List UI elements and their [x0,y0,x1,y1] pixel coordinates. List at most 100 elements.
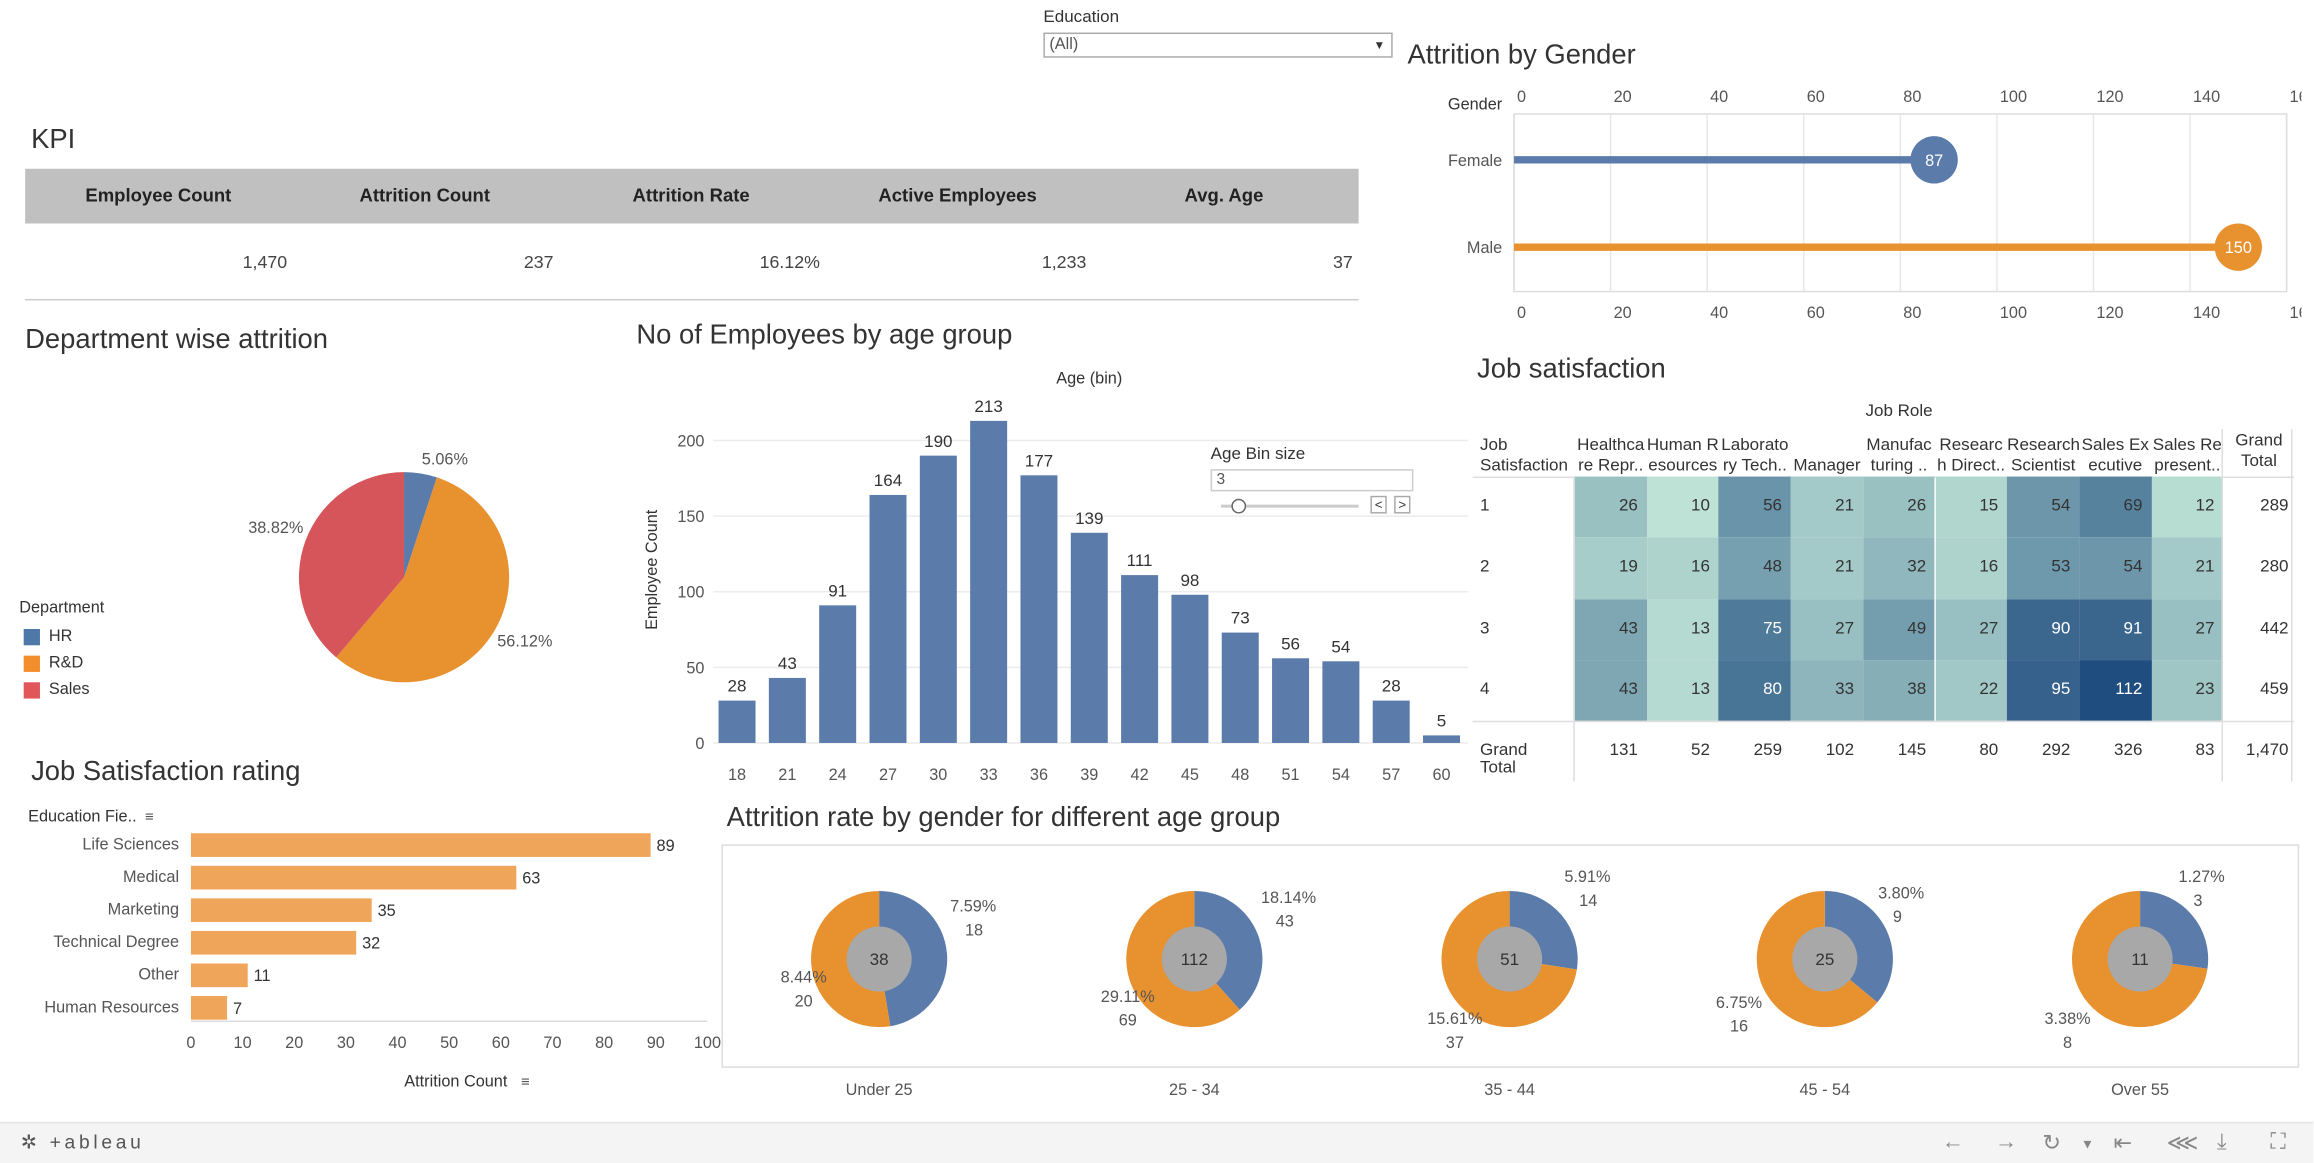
edu-x-tick-label: 50 [440,1034,458,1052]
x-tick-label-bottom: 120 [2096,304,2123,322]
age-bar [919,455,957,743]
age-bar [1121,575,1159,743]
age-bar-value-label: 56 [1281,634,1300,653]
divider [2221,429,2224,782]
donut-orange-count: 69 [1119,1012,1137,1030]
age-bar [1372,700,1410,743]
heatmap-cell: 27 [2151,598,2224,660]
age-bar-value-label: 98 [1180,571,1199,590]
age-bin-next-button[interactable]: > [1394,495,1411,514]
lollipop-value-label: 87 [1925,152,1943,170]
heatmap-row-label: 2 [1480,558,1490,577]
heatmap-column-header: turing .. [1870,457,1928,476]
donut-orange-pct: 15.61% [1427,1010,1482,1028]
redo-icon[interactable]: → [1995,1129,2018,1155]
pie-slice-label: 5.06% [422,451,468,469]
heatmap-column-group: Job Role [1865,402,1933,421]
heatmap-grand-total: 1,470 [2245,741,2289,760]
donut-orange-count: 16 [1730,1018,1748,1036]
heatmap-cell: 27 [1790,598,1863,660]
edu-category-label: Human Resources [44,998,179,1016]
x-tick-label-bottom: 40 [1710,304,1728,322]
age-x-tick-label: 36 [1030,766,1048,784]
gender-lollipop-chart: Gender 0 0 20 20 40 40 60 60 80 80 100 100 120 120 140 1… [1448,88,2301,322]
donut-hole [1477,926,1543,992]
share-icon[interactable]: ⋘ [2166,1130,2199,1156]
revert-icon[interactable]: ↻ [2042,1130,2062,1156]
age-bar-value-label: 91 [828,581,847,600]
age-bar [1070,532,1108,743]
age-bar [819,605,857,743]
age-bin-slider-track[interactable] [1221,504,1359,508]
legend-item-hr[interactable]: HR [48,627,73,646]
edu-x-axis-title: Attrition Count [404,1072,508,1090]
heatmap-cell: 32 [1863,537,1936,599]
age-x-tick-label: 24 [829,766,847,784]
heatmap-column-header: Scientist [2011,457,2076,476]
age-bar [1272,658,1310,743]
divider [25,298,1359,301]
kpi-header: Active Employees [878,185,1037,206]
donut-slice-blue [1824,890,1893,1003]
divider [1573,476,1575,782]
edu-category-label: Medical [123,868,179,886]
heatmap-row-label: 1 [1480,497,1490,516]
legend-item-rnd[interactable]: R&D [48,654,84,672]
donut-slice-blue [1194,890,1263,1010]
edu-x-tick-label: 20 [285,1034,303,1052]
heatmap-row-total: 442 [2260,619,2289,638]
donut-blue-count: 43 [1276,912,1294,930]
lollipop-head [2214,223,2262,271]
heatmap-cell: 13 [1646,659,1719,722]
age-group-label: 25 - 34 [1169,1081,1220,1099]
donut-orange-count: 8 [2063,1034,2072,1052]
donut-orange-pct: 8.44% [781,969,827,987]
reset-icon[interactable]: ⇤ [2113,1130,2133,1156]
kpi-title: KPI [31,122,76,154]
donut-hole [2107,926,2173,992]
heatmap-column-header: Sales Ex [2081,436,2149,455]
chevron-down-icon[interactable]: ▼ [2080,1136,2095,1152]
x-tick-label-top: 60 [1807,88,1825,106]
edu-x-tick-label: 0 [186,1034,195,1052]
undo-icon[interactable]: ← [1941,1129,1964,1155]
edu-x-tick-label: 60 [492,1034,510,1052]
job-satisfaction-title: Job satisfaction [1477,352,1666,384]
donut-orange-count: 20 [795,992,813,1010]
age-bin-size-input[interactable]: 3 [1210,469,1414,492]
heatmap-column-header: Research [2007,436,2081,455]
edu-category-label: Other [138,966,179,984]
age-bar-value-label: 28 [728,677,747,696]
age-x-axis-title: Age (bin) [1056,369,1122,387]
heatmap-column-total: 80 [1979,741,1999,760]
edu-bar-value-label: 35 [378,902,396,920]
download-icon[interactable]: ⤓ [2217,1129,2227,1155]
x-tick-label-bottom: 20 [1614,304,1632,322]
donut-orange-pct: 3.38% [2044,1010,2090,1028]
heatmap-cell: 48 [1718,537,1791,599]
donut-center-label: 25 [1815,950,1834,969]
heatmap-cell: 54 [2079,537,2152,599]
edu-x-tick-label: 70 [543,1034,561,1052]
education-filter-dropdown[interactable]: (All) ▼ [1043,32,1393,58]
heatmap-row-total: 459 [2260,680,2289,699]
heatmap-column-header: ecutive [2088,457,2143,476]
heatmap-column-header: esources [1648,457,1718,476]
age-bin-slider-handle[interactable] [1231,498,1247,514]
fullscreen-icon[interactable]: ⛶ [2270,1129,2286,1155]
age-x-tick-label: 54 [1332,766,1350,784]
x-tick-label-bottom: 140 [2193,304,2220,322]
age-bin-prev-button[interactable]: < [1370,495,1387,514]
heatmap-column-header: Manager [1793,457,1861,476]
age-bar [869,494,907,743]
gender-axis-header: Gender [1448,96,1503,114]
legend-item-sales[interactable]: Sales [48,680,90,699]
donut-hole [846,926,912,992]
heatmap-cell: 22 [1935,659,2008,722]
heatmap-column-total: 102 [1825,741,1855,760]
heatmap-cell: 75 [1718,598,1791,660]
heatmap-row-total: 280 [2260,558,2289,577]
edu-x-tick-label: 10 [234,1034,252,1052]
heatmap-column-header: Sales Re [2152,436,2222,455]
donut-blue-pct: 18.14% [1261,889,1316,907]
